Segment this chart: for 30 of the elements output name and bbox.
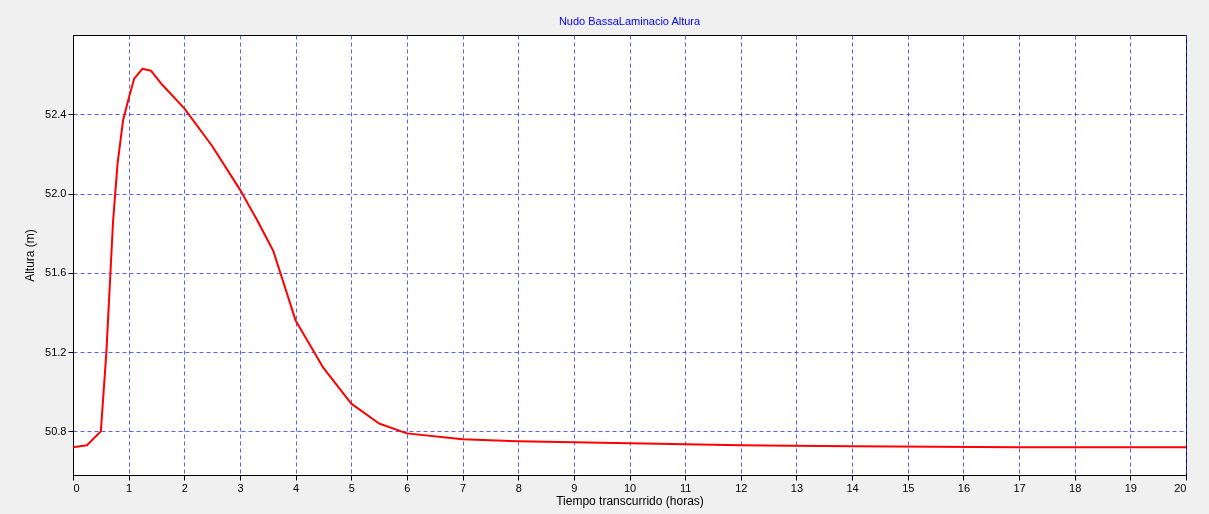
x-tick-label: 10 xyxy=(623,481,637,494)
y-tick-label: 51.2 xyxy=(45,345,67,358)
y-tick-label: 52.4 xyxy=(45,107,67,120)
x-tick-label: 17 xyxy=(1013,481,1026,494)
x-tick-label: 14 xyxy=(846,481,859,494)
x-tick-label: 4 xyxy=(293,481,300,494)
x-tick-label: 7 xyxy=(459,481,467,494)
y-tick-label: 52.0 xyxy=(45,187,67,200)
x-tick-label: 13 xyxy=(790,481,804,494)
line-series xyxy=(73,67,1186,449)
x-tick-label: 0 xyxy=(73,481,80,494)
x-tick-label: 15 xyxy=(902,481,915,494)
x-tick-label: 3 xyxy=(237,481,244,494)
x-tick-label: 16 xyxy=(957,481,971,494)
y-tick-label: 51.6 xyxy=(45,266,67,279)
x-tick-label: 11 xyxy=(679,481,692,494)
x-tick-label: 5 xyxy=(348,481,355,494)
x-tick-label: 2 xyxy=(181,481,188,494)
x-tick-label: 1 xyxy=(126,481,133,494)
x-tick-label: 19 xyxy=(1124,481,1137,494)
x-tick-label: 8 xyxy=(515,481,522,494)
x-tick-label: 12 xyxy=(735,481,748,494)
chart-title: Nudo BassaLaminacio Altura xyxy=(558,15,702,27)
x-axis-title: Tiempo transcurrido (horas) xyxy=(556,493,704,508)
y-tick-label: 50.8 xyxy=(45,424,67,437)
x-tick-label: 6 xyxy=(404,481,411,494)
x-tick-label: 18 xyxy=(1069,481,1082,494)
y-axis-title: Altura (m) xyxy=(23,229,38,282)
x-tick-label: 20 xyxy=(1174,481,1187,494)
x-tick-label: 9 xyxy=(571,481,578,494)
